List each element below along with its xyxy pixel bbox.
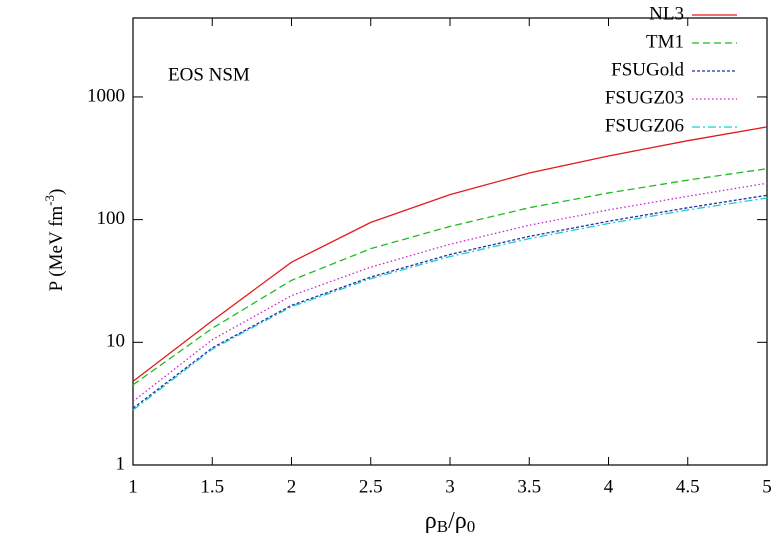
- x-tick-label: 4: [604, 476, 614, 497]
- x-tick-label: 4.5: [676, 476, 700, 497]
- x-tick-label: 3: [445, 476, 455, 497]
- x-label-part: 0: [467, 517, 476, 536]
- line-series: [132, 168, 768, 386]
- y-tick-label: 1000: [87, 85, 125, 106]
- y-label-part: P (MeV fm: [46, 206, 67, 292]
- x-tick-label: 1.5: [200, 476, 224, 497]
- y-tick-label: 1: [116, 453, 126, 474]
- x-label-part: ρ: [425, 508, 437, 534]
- legend-label: TM1: [646, 31, 684, 52]
- x-axis-label: ρB/ρ0: [425, 508, 475, 536]
- x-tick-label: 1: [128, 476, 138, 497]
- legend-label: FSUGZ06: [605, 115, 684, 136]
- y-label-part: -3: [42, 195, 57, 206]
- x-tick-label: 3.5: [517, 476, 541, 497]
- y-axis-label: P (MeV fm-3): [42, 189, 67, 292]
- legend-label: NL3: [649, 3, 684, 24]
- y-label-part: ): [46, 189, 67, 195]
- line-series: [132, 126, 768, 382]
- line-series: [132, 197, 768, 411]
- x-tick-label: 2.5: [359, 476, 383, 497]
- line-series: [132, 182, 768, 402]
- annotation: EOS NSM: [168, 64, 250, 85]
- x-tick-label: 5: [762, 476, 772, 497]
- x-label-part: B: [437, 517, 448, 536]
- x-label-part: /ρ: [448, 508, 467, 534]
- legend-label: FSUGold: [611, 59, 684, 80]
- line-series: [132, 194, 768, 409]
- x-tick-label: 2: [287, 476, 297, 497]
- y-tick-label: 100: [97, 208, 126, 229]
- legend-label: FSUGZ03: [605, 87, 684, 108]
- y-tick-label: 10: [106, 331, 125, 352]
